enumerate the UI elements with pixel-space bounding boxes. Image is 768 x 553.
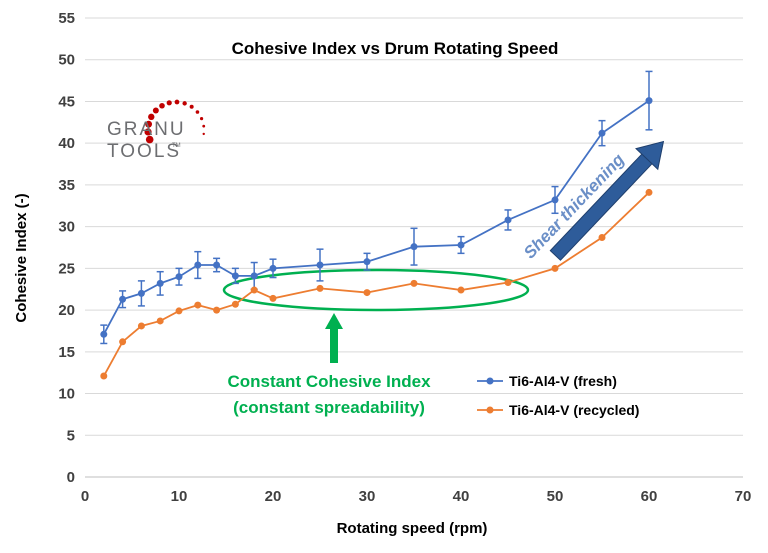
legend-recycled-marker	[486, 406, 494, 414]
x-axis-ticks: 0 10 20 30 40 50 60 70	[81, 488, 752, 505]
logo-dot	[145, 135, 154, 144]
y-tick-label: 45	[58, 93, 75, 110]
data-point	[410, 279, 418, 287]
data-point	[363, 258, 371, 266]
data-point	[457, 286, 465, 294]
constant-annotation-line2: (constant spreadability)	[233, 398, 425, 417]
data-series	[100, 70, 653, 380]
data-point	[194, 301, 202, 309]
logo-dot	[199, 117, 204, 121]
x-tick-label: 20	[265, 488, 282, 505]
logo-dot	[195, 110, 200, 114]
y-tick-label: 20	[58, 302, 75, 319]
logo-dot	[145, 120, 153, 128]
x-tick-label: 70	[735, 488, 752, 505]
data-point	[410, 243, 418, 251]
data-point	[156, 317, 164, 325]
logo-dot	[159, 102, 165, 109]
logo-dot	[202, 124, 206, 128]
data-point	[504, 216, 512, 224]
data-point	[269, 264, 277, 272]
data-point	[551, 264, 559, 272]
x-tick-label: 10	[171, 488, 188, 505]
data-point	[316, 261, 324, 269]
data-point	[100, 330, 108, 338]
data-point	[250, 286, 258, 294]
data-point	[250, 272, 258, 280]
logo-dot	[166, 100, 172, 106]
data-point	[598, 233, 606, 241]
logo-dot	[144, 128, 152, 136]
y-tick-label: 30	[58, 219, 75, 236]
data-point	[598, 129, 606, 137]
legend-recycled-label: Ti6-Al4-V (recycled)	[509, 402, 639, 418]
data-point	[194, 261, 202, 269]
data-point	[156, 279, 164, 287]
logo-dot	[148, 113, 155, 121]
x-tick-label: 30	[359, 488, 376, 505]
legend-fresh-label: Ti6-Al4-V (fresh)	[509, 373, 617, 389]
data-point	[504, 279, 512, 287]
data-point	[119, 338, 127, 346]
x-tick-label: 40	[453, 488, 470, 505]
granutools-logo: GRANU TOOLS TM	[107, 99, 206, 162]
logo-text-line2: TOOLS	[107, 141, 181, 162]
y-tick-label: 35	[58, 177, 75, 194]
legend-fresh: Ti6-Al4-V (fresh)	[477, 373, 617, 389]
y-tick-label: 0	[67, 469, 75, 486]
constant-annotation-line1: Constant Cohesive Index	[227, 372, 431, 391]
data-point	[175, 273, 183, 281]
logo-dots-icon	[144, 99, 206, 144]
y-tick-label: 55	[58, 10, 75, 27]
data-point	[457, 241, 465, 249]
series-fresh	[100, 70, 653, 345]
logo-dot	[182, 101, 187, 106]
data-point	[645, 188, 653, 196]
y-axis-ticks: 0 5 10 15 20 25 30 35 40 45 50 55	[58, 10, 75, 486]
data-point	[137, 322, 145, 330]
x-tick-label: 0	[81, 488, 89, 505]
data-point	[231, 272, 239, 280]
data-point	[231, 300, 239, 308]
logo-tm: TM	[172, 143, 181, 149]
data-point	[119, 295, 127, 303]
legend: Ti6-Al4-V (fresh) Ti6-Al4-V (recycled)	[477, 373, 639, 418]
data-point	[551, 196, 559, 204]
series-line	[103, 99, 650, 335]
data-point	[645, 97, 653, 105]
logo-dot	[174, 99, 180, 105]
y-axis-title: Cohesive Index (-)	[13, 193, 30, 322]
x-axis-title: Rotating speed (rpm)	[337, 520, 488, 537]
data-point	[269, 294, 277, 302]
y-tick-label: 5	[67, 427, 75, 444]
constant-region-ellipse	[222, 268, 530, 312]
shear-arrow-icon	[549, 140, 665, 261]
data-point	[213, 306, 221, 314]
x-tick-label: 50	[547, 488, 564, 505]
legend-fresh-marker	[486, 377, 494, 385]
data-point	[213, 261, 221, 269]
up-arrow-icon	[325, 313, 343, 363]
gridlines	[85, 17, 743, 478]
logo-text-line1: GRANU	[107, 119, 186, 140]
y-tick-label: 40	[58, 135, 75, 152]
data-point	[175, 307, 183, 315]
data-point	[316, 284, 324, 292]
logo-dot	[202, 132, 205, 136]
legend-recycled: Ti6-Al4-V (recycled)	[477, 402, 639, 418]
y-tick-label: 50	[58, 52, 75, 69]
logo-dot	[189, 104, 194, 109]
y-tick-label: 10	[58, 386, 75, 403]
x-tick-label: 60	[641, 488, 658, 505]
data-point	[363, 289, 371, 297]
logo-dot	[152, 107, 159, 114]
data-point	[100, 372, 108, 380]
y-tick-label: 25	[58, 260, 75, 277]
y-tick-label: 15	[58, 344, 75, 361]
series-recycled	[100, 188, 653, 380]
data-point	[137, 289, 145, 297]
chart-title: Cohesive Index vs Drum Rotating Speed	[232, 39, 559, 58]
